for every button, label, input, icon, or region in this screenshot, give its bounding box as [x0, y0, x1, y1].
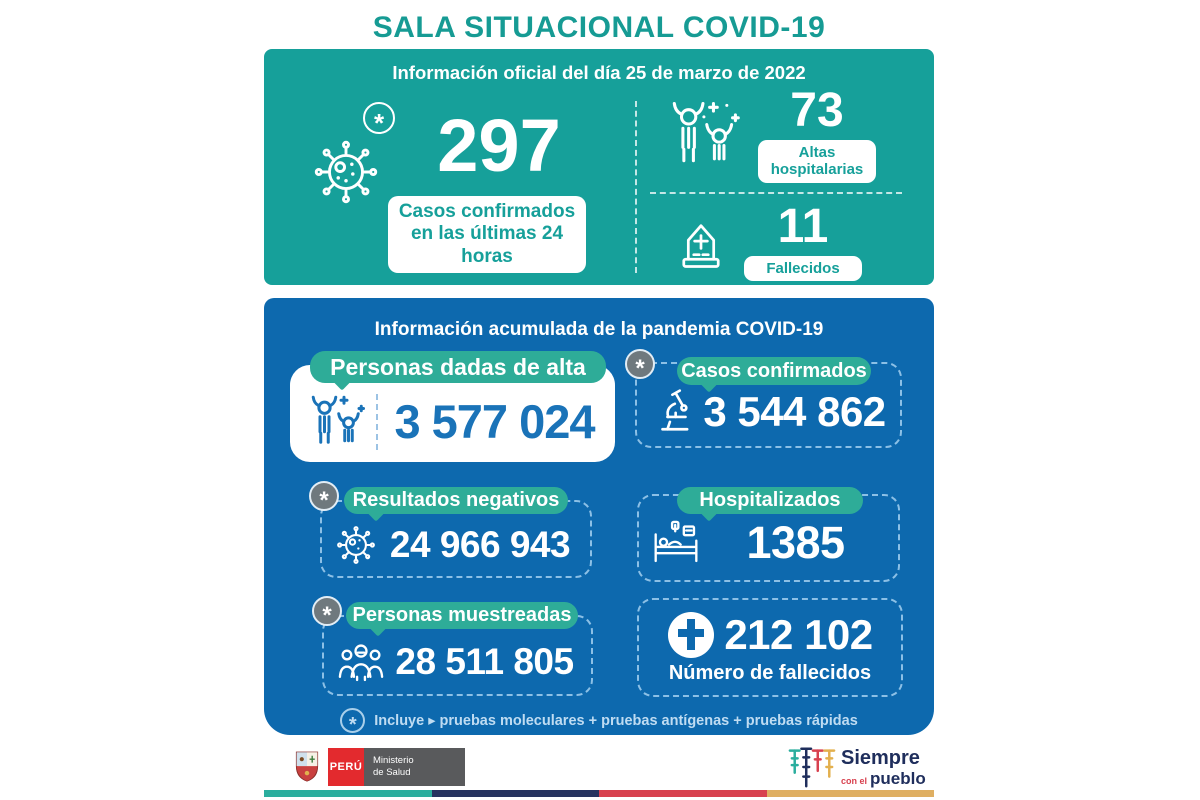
- daily-right-section: 73 Altas hospitalarias 11: [646, 87, 934, 281]
- confirmed-label-pill: Casos confirmados: [677, 357, 871, 385]
- microscope-icon: [661, 389, 689, 431]
- cross-circle-icon: [668, 611, 715, 658]
- stripe-segment: [431, 790, 599, 797]
- asterisk-badge-icon: *: [312, 596, 342, 628]
- daily-confirmed-label: Casos confirmados en las últimas 24 hora…: [388, 196, 586, 274]
- virus-icon: [337, 526, 375, 564]
- asterisk-badge-icon: *: [363, 102, 395, 136]
- daily-header: Información oficial del día 25 de marzo …: [392, 62, 806, 83]
- slogan-line1: Siempre: [841, 746, 920, 769]
- recovered-value: 3 577 024: [394, 395, 595, 448]
- ministry-of-health-label: Ministerio de Salud: [364, 748, 465, 786]
- footnote: * Incluye ▸ pruebas moleculares + prueba…: [264, 708, 934, 735]
- asterisk-badge-icon: *: [309, 481, 339, 513]
- hospital-bed-icon: [654, 520, 698, 563]
- cumulative-deaths-panel: 212 102 Número de fallecidos: [637, 598, 903, 697]
- hospitalized-value: 1385: [746, 517, 845, 568]
- dashed-separator: [376, 393, 378, 450]
- page-title: SALA SITUACIONAL COVID-19: [372, 11, 826, 44]
- daily-deaths-label: Fallecidos: [744, 255, 862, 281]
- celebrating-people-icon: [672, 101, 740, 163]
- stripe-segment: [599, 790, 767, 797]
- cumulative-deaths-value: 212 102: [724, 610, 873, 658]
- hospitalized-label-pill: Hospitalizados: [677, 487, 863, 514]
- daily-deaths-value: 11: [777, 199, 829, 253]
- recovered-label-pill: Personas dadas de alta: [310, 351, 606, 383]
- government-logo: PERÚ Ministerio de Salud: [292, 748, 465, 786]
- virus-icon: [314, 140, 378, 204]
- daily-deaths-figure: 11 Fallecidos: [744, 199, 862, 281]
- footer-color-stripe: [264, 790, 934, 797]
- cumulative-info-block: Información acumulada de la pandemia COV…: [264, 298, 934, 735]
- cumulative-header: Información acumulada de la pandemia COV…: [374, 319, 824, 340]
- stripe-segment: [264, 790, 432, 797]
- negatives-label-pill: Resultados negativos: [344, 487, 568, 514]
- discharges-row: 73 Altas hospitalarias: [646, 87, 934, 183]
- cumulative-deaths-figure: 212 102: [667, 610, 873, 659]
- celebrating-people-icon: [311, 395, 365, 444]
- asterisk-badge-icon: *: [340, 708, 366, 735]
- cumulative-deaths-label: Número de fallecidos: [668, 661, 872, 684]
- footnote-text: Incluye ▸ pruebas moleculares + pruebas …: [374, 712, 858, 729]
- vertical-dashed-divider: [635, 101, 637, 273]
- deaths-row: 11 Fallecidos: [646, 199, 934, 281]
- discharges-figure: 73 Altas hospitalarias: [758, 87, 876, 183]
- daily-confirmed-value: 297: [437, 104, 561, 187]
- confirmed-value: 3 544 862: [703, 388, 886, 435]
- slogan-line2: con el pueblo: [841, 768, 926, 788]
- sampled-label-pill: Personas muestreadas: [346, 602, 578, 629]
- asterisk-badge-icon: *: [625, 349, 655, 381]
- sampled-value: 28 511 805: [395, 640, 574, 682]
- quipu-strings-icon: [788, 747, 836, 788]
- stripe-segment: [766, 790, 934, 797]
- tombstone-icon: [682, 223, 720, 268]
- discharges-label: Altas hospitalarias: [758, 140, 876, 183]
- covid-infographic-poster: SALA SITUACIONAL COVID-19 Información of…: [264, 0, 934, 800]
- people-group-icon: [338, 643, 384, 681]
- horizontal-dashed-divider: [650, 191, 902, 194]
- discharges-value: 73: [790, 84, 844, 137]
- peru-wordmark: PERÚ: [328, 748, 364, 786]
- slogan-text: Siempre con el pueblo: [841, 748, 926, 787]
- daily-info-block: Información oficial del día 25 de marzo …: [264, 49, 934, 285]
- negatives-value: 24 966 943: [389, 524, 571, 565]
- peru-coat-of-arms-icon: [292, 748, 322, 786]
- siempre-con-el-pueblo-logo: Siempre con el pueblo: [788, 743, 926, 791]
